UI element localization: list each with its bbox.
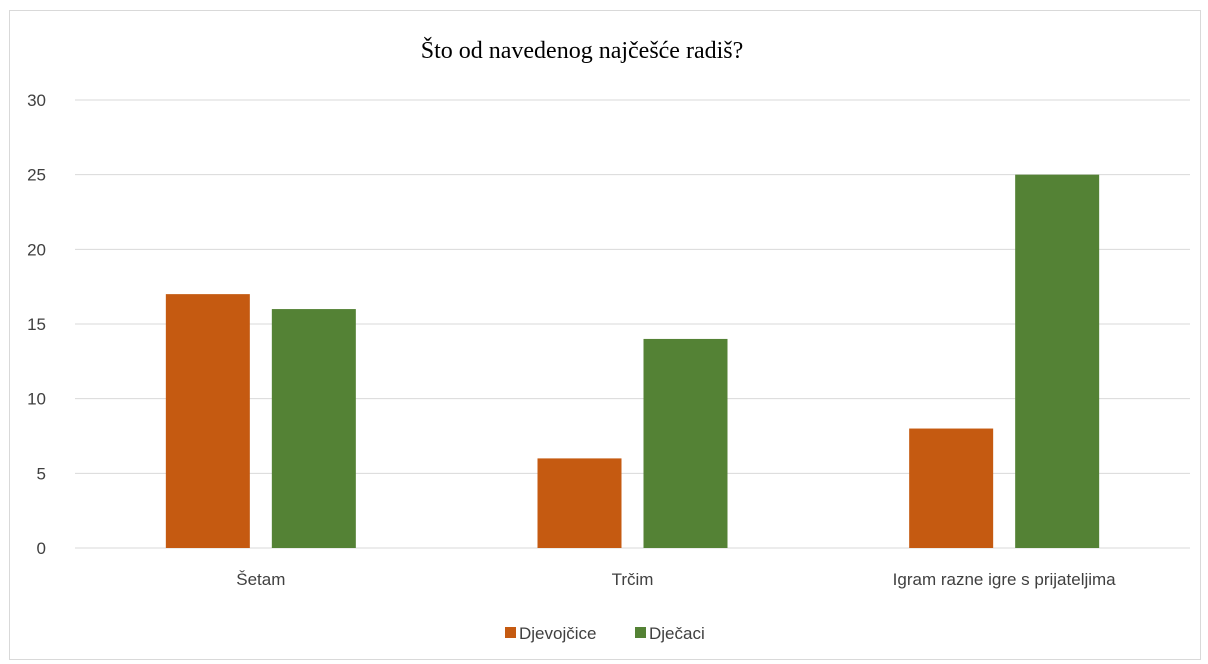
y-tick-label: 5 xyxy=(37,464,46,483)
x-axis-ticks: Šetam Trčim Igram razne igre s prijateljim… xyxy=(236,570,1116,589)
gridlines xyxy=(75,99,1190,549)
y-tick-label: 0 xyxy=(37,539,46,558)
y-tick-label: 15 xyxy=(27,315,46,334)
bars xyxy=(165,174,1100,548)
y-tick-label: 30 xyxy=(27,91,46,110)
legend-label: Dječaci xyxy=(649,624,705,643)
y-tick-label: 10 xyxy=(27,390,46,409)
y-tick-label: 20 xyxy=(27,240,46,259)
legend: Djevojčice Dječaci xyxy=(505,624,705,643)
legend-swatch xyxy=(635,627,646,638)
x-tick-label: Trčim xyxy=(612,570,654,589)
y-tick-label: 25 xyxy=(27,166,46,185)
y-axis-ticks: 0 5 10 15 20 25 30 xyxy=(27,91,46,558)
legend-swatch xyxy=(505,627,516,638)
bar-djecaci xyxy=(271,309,356,548)
bar-djevojcice xyxy=(909,428,994,548)
x-tick-label: Šetam xyxy=(236,570,285,589)
bar-djevojcice xyxy=(165,294,250,548)
bar-djecaci xyxy=(643,338,728,548)
x-tick-label: Igram razne igre s prijateljima xyxy=(893,570,1117,589)
legend-label: Djevojčice xyxy=(519,624,596,643)
chart-title: Što od navedenog najčešće radiš? xyxy=(421,37,744,64)
bar-djevojcice xyxy=(537,458,622,548)
bar-djecaci xyxy=(1015,174,1100,548)
